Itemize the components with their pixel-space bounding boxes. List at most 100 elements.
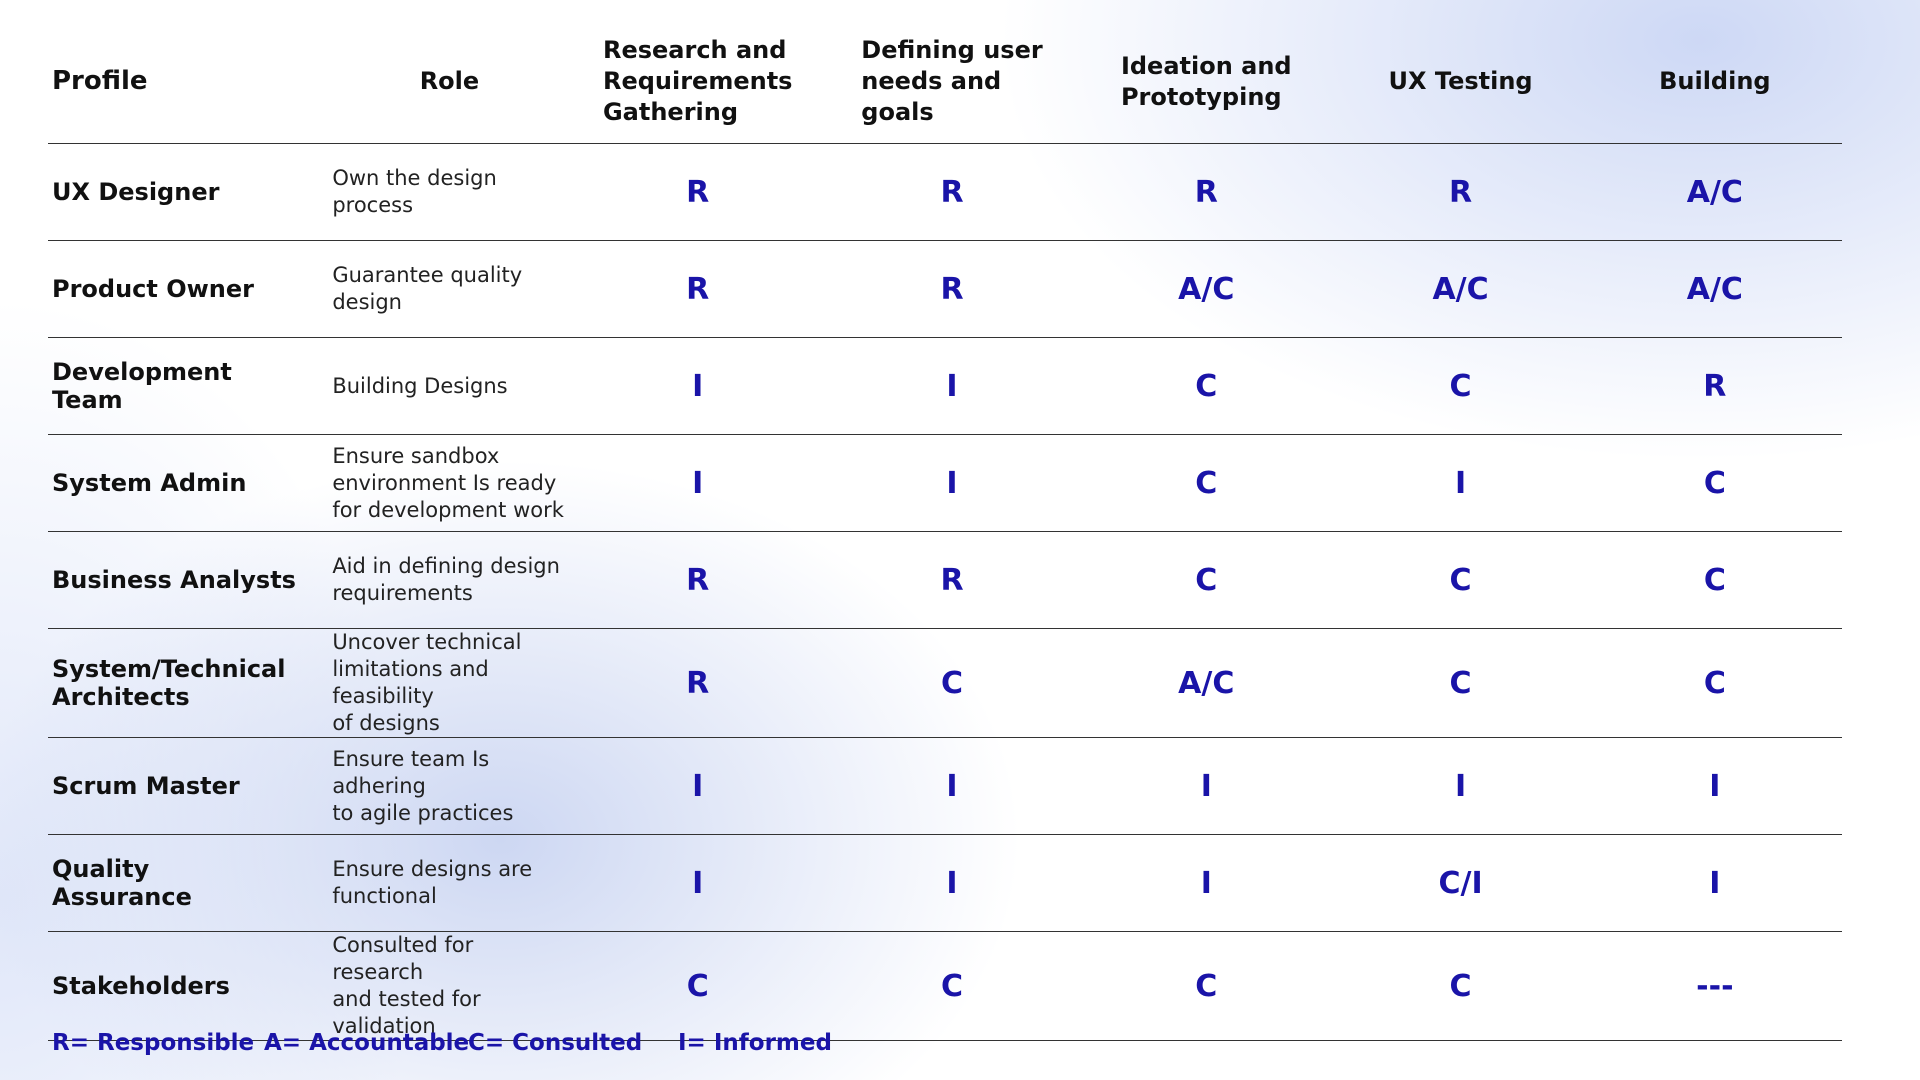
table-row: Development Team Building Designs I I C C R [48,338,1842,435]
profile-cell: Quality Assurance [48,835,328,932]
role-description: Consulted for research [332,933,474,984]
column-header-role: Role [419,67,480,95]
profile-name: Business Analysts [52,566,296,594]
raci-value-cell: C [686,968,709,1004]
raci-value-cell: I [1454,465,1467,501]
profile-cell: System Admin [48,435,328,532]
profile-name: Scrum Master [52,772,240,800]
role-description: Ensure designs are [332,857,533,881]
table-row: Business Analysts Aid in defining design r… [48,532,1842,629]
table-body: UX Designer Own the design process R R R R A/C P… [48,144,1842,1041]
raci-value-cell: C [1703,465,1726,501]
role-description: to agile practices [332,800,514,825]
column-header-stage: Research and Requirements Gathering [571,20,825,144]
column-header-line: Prototyping [1120,82,1282,111]
role-description: process [332,193,414,217]
profile-cell: Development Team [48,338,328,435]
column-header-line: goals [861,98,934,126]
raci-value-cell: R [1194,174,1218,210]
raci-value-cell: I [1200,768,1212,804]
raci-value-cell: C [1449,968,1472,1004]
column-header-label: UX Testing [1389,66,1533,97]
table-row: Scrum Master Ensure team Is adhering to ag… [48,738,1842,835]
column-header-line: needs and [861,67,1002,95]
raci-value-cell: R [686,562,710,598]
role-cell: Ensure team Is adhering to agile practice… [328,738,570,835]
role-cell: Guarantee quality design [328,241,570,338]
raci-value-cell: I [692,865,704,901]
profile-name: System/Technical [52,655,286,683]
column-header-stage: Defining user needs and goals [825,20,1079,144]
raci-value-cell: R [940,174,964,210]
profile-name: Product Owner [52,275,255,303]
role-description: and tested for validation [332,987,481,1038]
raci-value-cell: C/I [1438,865,1483,901]
profile-name: System Admin [52,469,247,497]
raci-value-cell: R [940,271,964,307]
raci-value-cell: C [1195,562,1218,598]
role-cell: Own the design process [328,144,570,241]
table-row: System/Technical Architects Uncover techni… [48,629,1842,738]
raci-value-cell: I [946,368,958,404]
role-description: for development work [332,497,564,522]
raci-value-cell: I [946,865,958,901]
role-description: Aid in defining design [332,554,560,578]
raci-value-cell: R [1703,368,1727,404]
profile-cell: System/Technical Architects [48,629,328,738]
role-description: Guarantee quality [332,263,523,287]
legend-item-responsible: R= Responsible [52,1030,255,1056]
column-header-label: Research and Requirements Gathering [603,35,793,128]
table-row: Stakeholders Consulted for research and te… [48,932,1842,1041]
raci-value-cell: R [1449,174,1473,210]
raci-value-cell: I [946,465,958,501]
table-row: Quality Assurance Ensure designs are functi… [48,835,1842,932]
role-cell: Building Designs [328,338,570,435]
profile-cell: UX Designer [48,144,328,241]
profile-name: Assurance [52,883,192,911]
raci-value-cell: I [1200,865,1212,901]
column-header-profile: Profile [52,66,148,96]
profile-name: Team [52,386,123,414]
profile-name: Architects [52,683,190,711]
role-description: limitations and feasibility [332,657,489,708]
column-header-line: Defining user [861,36,1043,64]
raci-value-cell: C [1449,368,1472,404]
column-header-line: UX Testing [1388,67,1533,95]
column-header-line: Research and [602,36,787,64]
column-header-label: Ideation and Prototyping [1121,51,1292,113]
header-row: Profile Role Research and Requirements Gat… [48,20,1842,144]
role-description: Ensure sandbox [332,443,500,468]
raci-value-cell: C [1449,562,1472,598]
role-description: functional [332,884,437,908]
column-header-label: Defining user needs and goals [861,35,1042,128]
legend-item-informed: I= Informed [678,1030,832,1056]
column-header-line: Ideation and [1120,51,1292,80]
profile-cell: Product Owner [48,241,328,338]
raci-value-cell: A/C [1686,174,1743,210]
role-description: requirements [332,581,473,605]
raci-value-cell: C [940,665,964,701]
column-header-line: Building [1659,67,1771,95]
role-description: Ensure team Is adhering [332,746,490,798]
raci-matrix: Profile Role Research and Requirements Gat… [48,20,1842,1056]
role-cell: Ensure designs are functional [328,835,570,932]
role-description: design [332,290,402,314]
profile-name: Quality [52,855,150,883]
column-header-stage: Ideation and Prototyping [1079,20,1333,144]
role-cell: Aid in defining design requirements [328,532,570,629]
raci-value-cell: C [940,968,964,1004]
raci-table: Profile Role Research and Requirements Gat… [48,20,1842,1041]
profile-name: Development [52,358,232,386]
raci-value-cell: C [1703,562,1726,598]
raci-value-cell: C [1703,665,1726,701]
raci-value-cell: A/C [1686,271,1743,307]
role-description: Building Designs [332,373,508,398]
profile-cell: Stakeholders [48,932,328,1041]
raci-value-cell: A/C [1432,271,1489,307]
role-cell: Ensure sandbox environment Is ready for de… [328,435,570,532]
raci-value-cell: R [686,174,710,210]
profile-name: UX Designer [52,178,220,206]
column-header-stage: UX Testing [1333,20,1587,144]
raci-value-cell: A/C [1178,271,1235,307]
raci-value-cell: R [686,271,710,307]
